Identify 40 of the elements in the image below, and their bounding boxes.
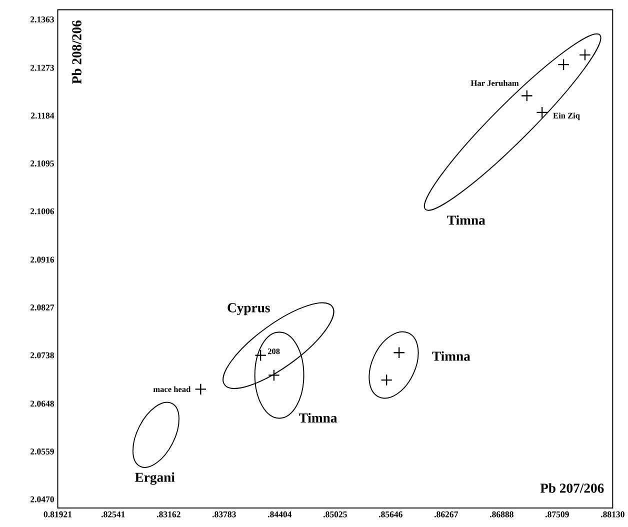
y-tick-label: 2.1095 xyxy=(30,160,54,167)
y-tick-label: 2.0916 xyxy=(30,256,54,263)
point xyxy=(254,350,266,362)
point xyxy=(579,49,591,62)
annotation: Ergani xyxy=(134,472,175,486)
point xyxy=(558,58,570,71)
annotation: Har Jeruham xyxy=(470,80,519,86)
point xyxy=(194,383,207,396)
y-tick-label: 2.0559 xyxy=(30,448,54,455)
annotation: Timna xyxy=(299,413,338,423)
point xyxy=(520,90,533,102)
x-tick-label: .87509 xyxy=(545,512,569,518)
y-tick-label: 2.1184 xyxy=(31,112,54,119)
x-axis-title: Pb 207/206 xyxy=(540,483,604,494)
y-tick-label: 2.1273 xyxy=(30,65,54,71)
y-axis-title: Pb 208/206 xyxy=(72,20,82,84)
x-tick-label: .83783 xyxy=(212,512,236,518)
annotation: Cyprus xyxy=(228,303,270,316)
annotation: Timna xyxy=(447,215,486,226)
y-tick-label: 2.0470 xyxy=(30,496,54,503)
annotation: Ein Ziq xyxy=(553,112,580,120)
x-tick-label: .88130 xyxy=(601,512,624,518)
annotation: 208 xyxy=(268,348,280,354)
y-tick-label: 2.1363 xyxy=(30,16,54,23)
x-tick-label: 0.81921 xyxy=(44,512,72,518)
y-tick-label: 2.0827 xyxy=(30,304,54,311)
annotation: mace head xyxy=(153,386,191,392)
x-tick-label: .84404 xyxy=(268,512,292,518)
x-tick-label: .85025 xyxy=(323,512,347,518)
y-tick-label: 2.1006 xyxy=(30,208,54,214)
x-tick-label: .86888 xyxy=(490,512,514,518)
x-tick-label: .83162 xyxy=(156,512,180,518)
point xyxy=(268,369,280,382)
x-tick-label: .85646 xyxy=(378,512,402,518)
annotation: Timna xyxy=(432,351,470,362)
point xyxy=(536,106,548,119)
x-tick-label: .86267 xyxy=(434,512,458,518)
x-tick-label: .82541 xyxy=(101,512,125,518)
y-tick-label: 2.0648 xyxy=(30,400,54,407)
y-tick-label: 2.0738 xyxy=(30,352,54,359)
